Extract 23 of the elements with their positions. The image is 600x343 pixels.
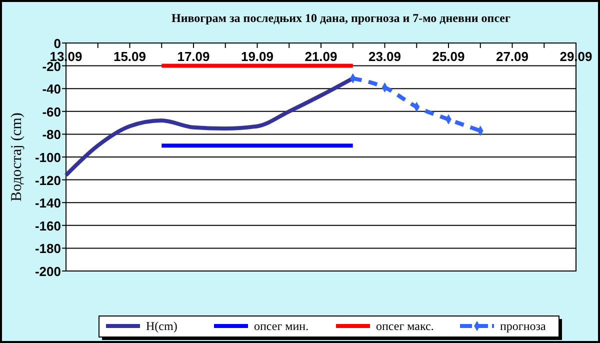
x-tick-label: 25.09 xyxy=(432,49,465,64)
legend-label: опсег макс. xyxy=(376,319,434,333)
x-tick-label: 27.09 xyxy=(496,49,529,64)
y-tick-label: -120 xyxy=(34,172,61,188)
y-tick-label: -40 xyxy=(42,82,61,97)
y-tick-label: -100 xyxy=(34,150,61,165)
y-tick-label: -60 xyxy=(42,104,61,120)
x-tick-label: 15.09 xyxy=(113,49,146,64)
y-tick-label: -80 xyxy=(42,127,61,142)
x-tick-label: 17.09 xyxy=(177,49,210,64)
legend-label: прогноза xyxy=(500,319,547,333)
x-tick-label: 21.09 xyxy=(304,49,338,64)
legend-label: опсег мин. xyxy=(254,319,309,333)
legend-label: H(cm) xyxy=(146,319,178,333)
y-tick-label: 0 xyxy=(54,36,61,51)
y-tick-label: -180 xyxy=(34,241,61,256)
y-tick-label: -160 xyxy=(34,218,61,234)
x-tick-label: 23.09 xyxy=(368,49,402,64)
chart-title: Нивограм за последњих 10 дана, прогноза и 7-мо дневни опсег xyxy=(172,11,512,25)
x-tick-label: 19.09 xyxy=(240,49,274,64)
y-axis-title: Водостај (cm) xyxy=(9,112,25,202)
y-tick-label: -200 xyxy=(34,264,61,279)
y-tick-label: -140 xyxy=(34,196,61,211)
